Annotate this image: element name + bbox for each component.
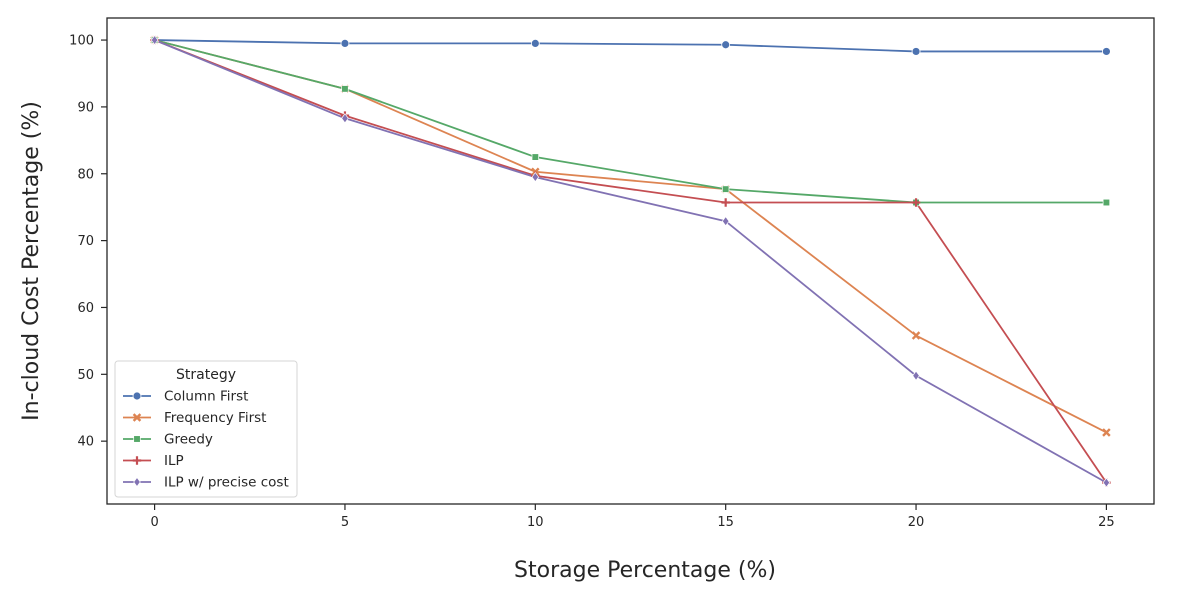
data-point-ilp-w-precise-cost: [531, 172, 540, 183]
y-tick-label: 100: [69, 34, 94, 49]
legend-marker-column-first: [132, 391, 142, 401]
data-point-ilp-w-precise-cost: [721, 216, 730, 227]
data-point-ilp: [911, 198, 921, 207]
y-tick-label: 50: [77, 368, 94, 383]
legend-marker-ilp-w-precise-cost: [133, 476, 141, 488]
data-point-column-first: [340, 39, 350, 48]
legend-box: [114, 360, 298, 498]
legend-item-ilp-w-precise-cost: ILP w/ precise cost: [123, 475, 289, 491]
y-tick-label: 70: [77, 234, 94, 249]
x-tick-label: 15: [717, 515, 734, 530]
plot-frame: [106, 17, 1155, 505]
data-point-column-first: [911, 47, 921, 56]
series-line-ilp-w-precise-cost: [153, 39, 1108, 484]
data-point-greedy: [341, 85, 349, 93]
legend-marker-greedy: [133, 435, 141, 443]
y-axis-title: In-cloud Cost Percentage (%): [19, 101, 44, 421]
data-point-column-first: [530, 39, 540, 48]
x-tick-label: 0: [150, 515, 158, 530]
legend-title: Strategy: [176, 367, 236, 383]
series-lines: [153, 39, 1108, 484]
x-tick-label: 25: [1098, 515, 1115, 530]
legend-entries: Column First Frequency First Greedy ILP ILP …: [123, 389, 289, 491]
data-point-ilp-w-precise-cost: [1102, 477, 1111, 488]
data-point-frequency-first: [1102, 428, 1111, 437]
series-markers: [150, 34, 1111, 488]
legend-item-frequency-first: Frequency First: [123, 410, 266, 426]
legend-marker-ilp: [132, 456, 142, 465]
y-tick-label: 60: [77, 301, 94, 316]
legend: Strategy Column First Frequency First Gree…: [114, 360, 298, 498]
legend-label-frequency-first: Frequency First: [164, 410, 266, 426]
data-point-greedy: [531, 153, 539, 161]
legend-label-greedy: Greedy: [164, 432, 213, 448]
x-tick-label: 20: [908, 515, 925, 530]
y-tick-label: 80: [77, 167, 94, 182]
y-tick-label: 90: [77, 100, 94, 115]
legend-item-ilp: ILP: [123, 453, 184, 469]
x-tick-label: 5: [341, 515, 349, 530]
data-point-greedy: [1102, 198, 1111, 207]
data-point-ilp-w-precise-cost: [341, 113, 349, 124]
series-line-column-first: [153, 39, 1108, 53]
legend-label-column-first: Column First: [164, 389, 248, 405]
data-point-frequency-first: [911, 331, 921, 340]
legend-label-ilp: ILP: [164, 453, 184, 469]
legend-item-column-first: Column First: [123, 389, 248, 405]
x-tick-label: 10: [527, 515, 544, 530]
data-point-greedy: [722, 185, 730, 193]
data-point-ilp-w-precise-cost: [912, 370, 920, 381]
series-line-ilp: [153, 39, 1108, 484]
x-axis-title: Storage Percentage (%): [514, 558, 776, 583]
legend-marker-frequency-first: [132, 413, 142, 422]
axis-ticks: 0 5 10 15 20 25 40 50 60 70 80 90 100: [69, 34, 1115, 530]
series-line-greedy: [153, 39, 1108, 204]
data-point-column-first: [721, 40, 731, 50]
data-point-column-first: [1102, 47, 1111, 56]
y-tick-label: 40: [77, 435, 94, 450]
data-point-ilp: [721, 198, 730, 207]
data-point-ilp-w-precise-cost: [150, 34, 159, 46]
legend-label-ilp-w-precise-cost: ILP w/ precise cost: [164, 475, 289, 491]
legend-item-greedy: Greedy: [123, 432, 213, 448]
